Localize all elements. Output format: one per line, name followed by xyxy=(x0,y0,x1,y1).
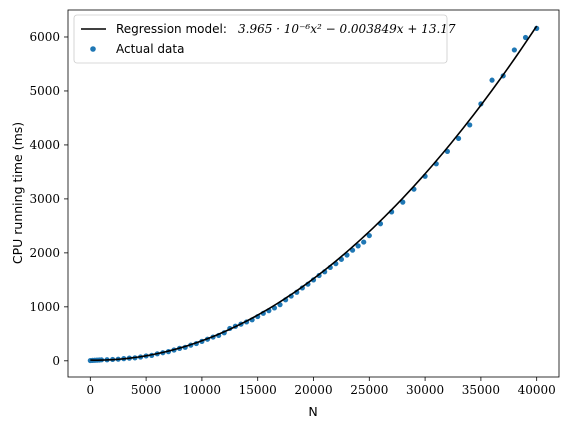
x-tick-label: 20000 xyxy=(294,383,332,397)
y-axis-ticks: 0 1000 2000 3000 4000 5000 6000 xyxy=(29,30,68,368)
legend-series-label: Actual data xyxy=(116,42,184,56)
data-point xyxy=(355,243,361,249)
x-axis-ticks: 0 5000 10000 15000 20000 25000 30000 35000 40000 xyxy=(86,377,556,397)
y-tick-label: 2000 xyxy=(29,246,60,260)
x-tick-label: 40000 xyxy=(518,383,556,397)
plot-area xyxy=(67,9,560,378)
legend-box xyxy=(73,14,448,64)
x-tick-label: 10000 xyxy=(183,383,221,397)
legend-model-label: Regression model: xyxy=(116,22,227,36)
data-point xyxy=(467,122,473,128)
y-tick-label: 5000 xyxy=(29,84,60,98)
data-point xyxy=(366,232,372,239)
data-point xyxy=(455,135,462,142)
x-tick-label: 5000 xyxy=(131,383,162,397)
data-point xyxy=(400,199,406,205)
y-axis-label: CPU running time (ms) xyxy=(10,122,25,264)
legend-model-equation: 3.965 · 10⁻⁶x² − 0.003849x + 13.17 xyxy=(238,22,456,36)
data-point xyxy=(489,77,495,83)
y-tick-label: 1000 xyxy=(29,300,60,314)
y-tick-label: 6000 xyxy=(29,30,60,44)
y-tick-label: 0 xyxy=(52,354,60,368)
x-axis-label: N xyxy=(308,404,317,419)
x-tick-label: 25000 xyxy=(350,383,388,397)
y-tick-label: 3000 xyxy=(29,192,60,206)
legend-point-swatch xyxy=(90,46,96,52)
x-tick-label: 0 xyxy=(86,383,94,397)
legend: Regression model: 3.965 · 10⁻⁶x² − 0.003… xyxy=(73,14,456,64)
x-tick-label: 30000 xyxy=(406,383,444,397)
x-tick-label: 35000 xyxy=(462,383,500,397)
data-point xyxy=(522,34,529,41)
regression-line xyxy=(90,25,538,361)
data-point xyxy=(361,239,367,245)
y-tick-label: 4000 xyxy=(29,138,60,152)
x-tick-label: 15000 xyxy=(239,383,277,397)
data-point xyxy=(511,47,517,53)
